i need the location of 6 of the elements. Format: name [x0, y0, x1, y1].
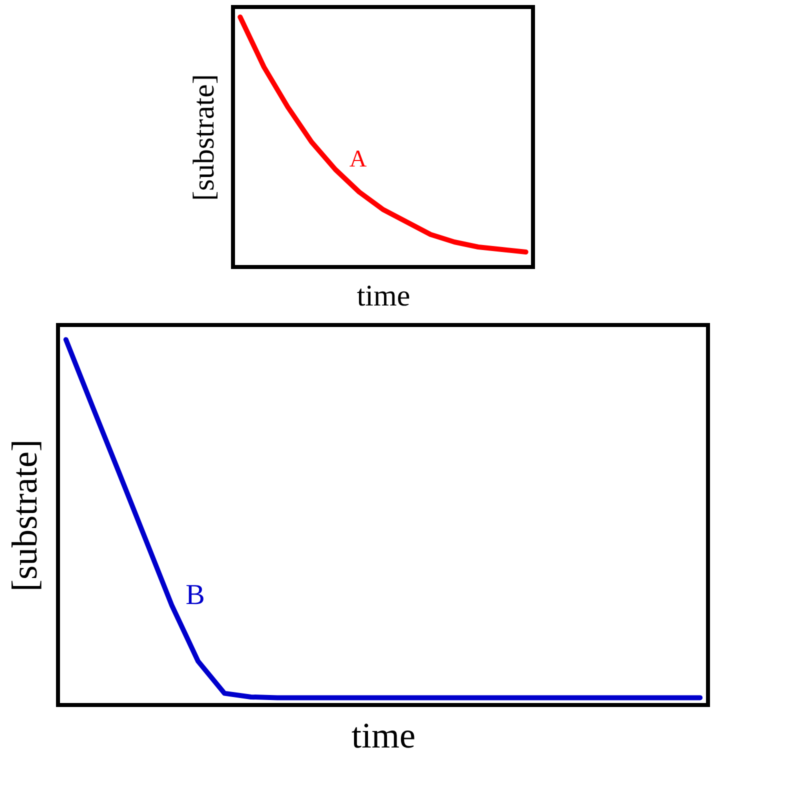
x-axis-title: time: [356, 280, 410, 312]
y-axis-title: [substrate]: [4, 440, 44, 592]
y-axis-title: [substrate]: [188, 74, 220, 201]
series-label: B: [186, 578, 205, 611]
series-label: A: [349, 146, 368, 172]
x-axis-title: time: [352, 716, 416, 756]
